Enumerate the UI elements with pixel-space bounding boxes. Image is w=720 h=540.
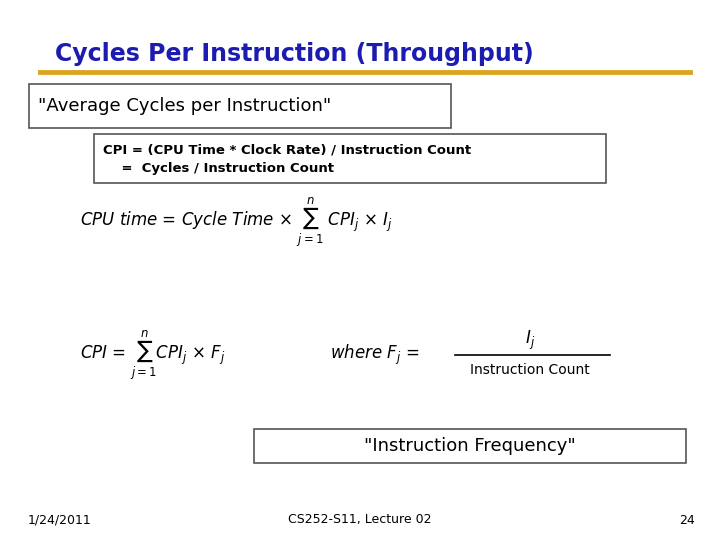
Text: Instruction Count: Instruction Count (470, 363, 590, 377)
FancyBboxPatch shape (94, 134, 606, 183)
Text: where F$_j$ =: where F$_j$ = (330, 343, 420, 367)
Text: CPU time = Cycle Time $\times$ $\sum_{j=1}^{n}$ CPI$_j$ $\times$ I$_j$: CPU time = Cycle Time $\times$ $\sum_{j=… (80, 195, 393, 248)
Text: Cycles Per Instruction (Throughput): Cycles Per Instruction (Throughput) (55, 42, 534, 66)
Text: I$_j$: I$_j$ (525, 328, 535, 352)
Text: CPI = (CPU Time * Clock Rate) / Instruction Count: CPI = (CPU Time * Clock Rate) / Instruct… (103, 144, 471, 157)
Text: CPI = $\sum_{j=1}^{n}$CPI$_j$ $\times$ F$_j$: CPI = $\sum_{j=1}^{n}$CPI$_j$ $\times$ F… (80, 328, 226, 382)
FancyBboxPatch shape (29, 84, 451, 128)
FancyBboxPatch shape (254, 429, 686, 463)
Text: =  Cycles / Instruction Count: = Cycles / Instruction Count (103, 163, 334, 176)
Text: CS252-S11, Lecture 02: CS252-S11, Lecture 02 (288, 514, 432, 526)
Text: "Average Cycles per Instruction": "Average Cycles per Instruction" (38, 97, 331, 115)
Text: "Instruction Frequency": "Instruction Frequency" (364, 437, 576, 455)
Text: 24: 24 (679, 514, 695, 526)
Text: 1/24/2011: 1/24/2011 (28, 514, 91, 526)
